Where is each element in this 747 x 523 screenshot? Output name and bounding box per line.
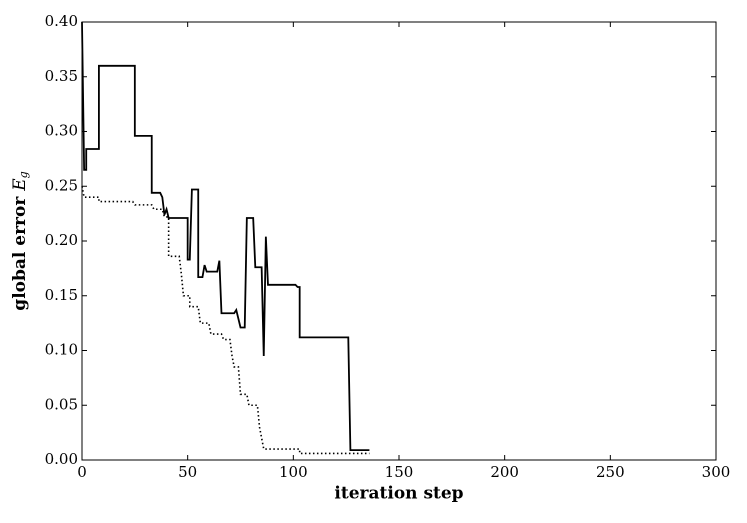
plot-frame <box>81 21 717 461</box>
y-tick-label: 0.25 <box>45 176 78 194</box>
y-tick-label: 0.05 <box>45 395 78 413</box>
x-tick-label: 200 <box>490 463 519 481</box>
y-axis-label-group: global error Eg <box>10 171 31 310</box>
data-line <box>81 21 370 452</box>
x-tick-label: 0 <box>77 463 87 481</box>
x-tick-label: 250 <box>596 463 625 481</box>
y-tick-label: 0.20 <box>45 231 78 249</box>
y-tick-label: 0.40 <box>45 12 78 30</box>
y-tick-label: 0.30 <box>45 122 78 140</box>
x-tick-label: 300 <box>702 463 731 481</box>
y-label-text: global error <box>10 196 30 311</box>
x-tick-label: 100 <box>279 463 308 481</box>
y-tick-label: 0.00 <box>45 450 78 468</box>
x-axis-label: iteration step <box>334 484 463 504</box>
y-tick-label: 0.15 <box>45 286 78 304</box>
x-tick-label: 150 <box>385 463 414 481</box>
y-label-symbol: E <box>10 178 30 192</box>
y-tick-label: 0.35 <box>45 67 78 85</box>
data-line <box>81 186 370 455</box>
y-tick-label: 0.10 <box>45 341 78 359</box>
x-tick-label: 50 <box>178 463 197 481</box>
y-axis-label: global error Eg <box>10 171 31 310</box>
y-label-subscript: g <box>17 171 30 178</box>
